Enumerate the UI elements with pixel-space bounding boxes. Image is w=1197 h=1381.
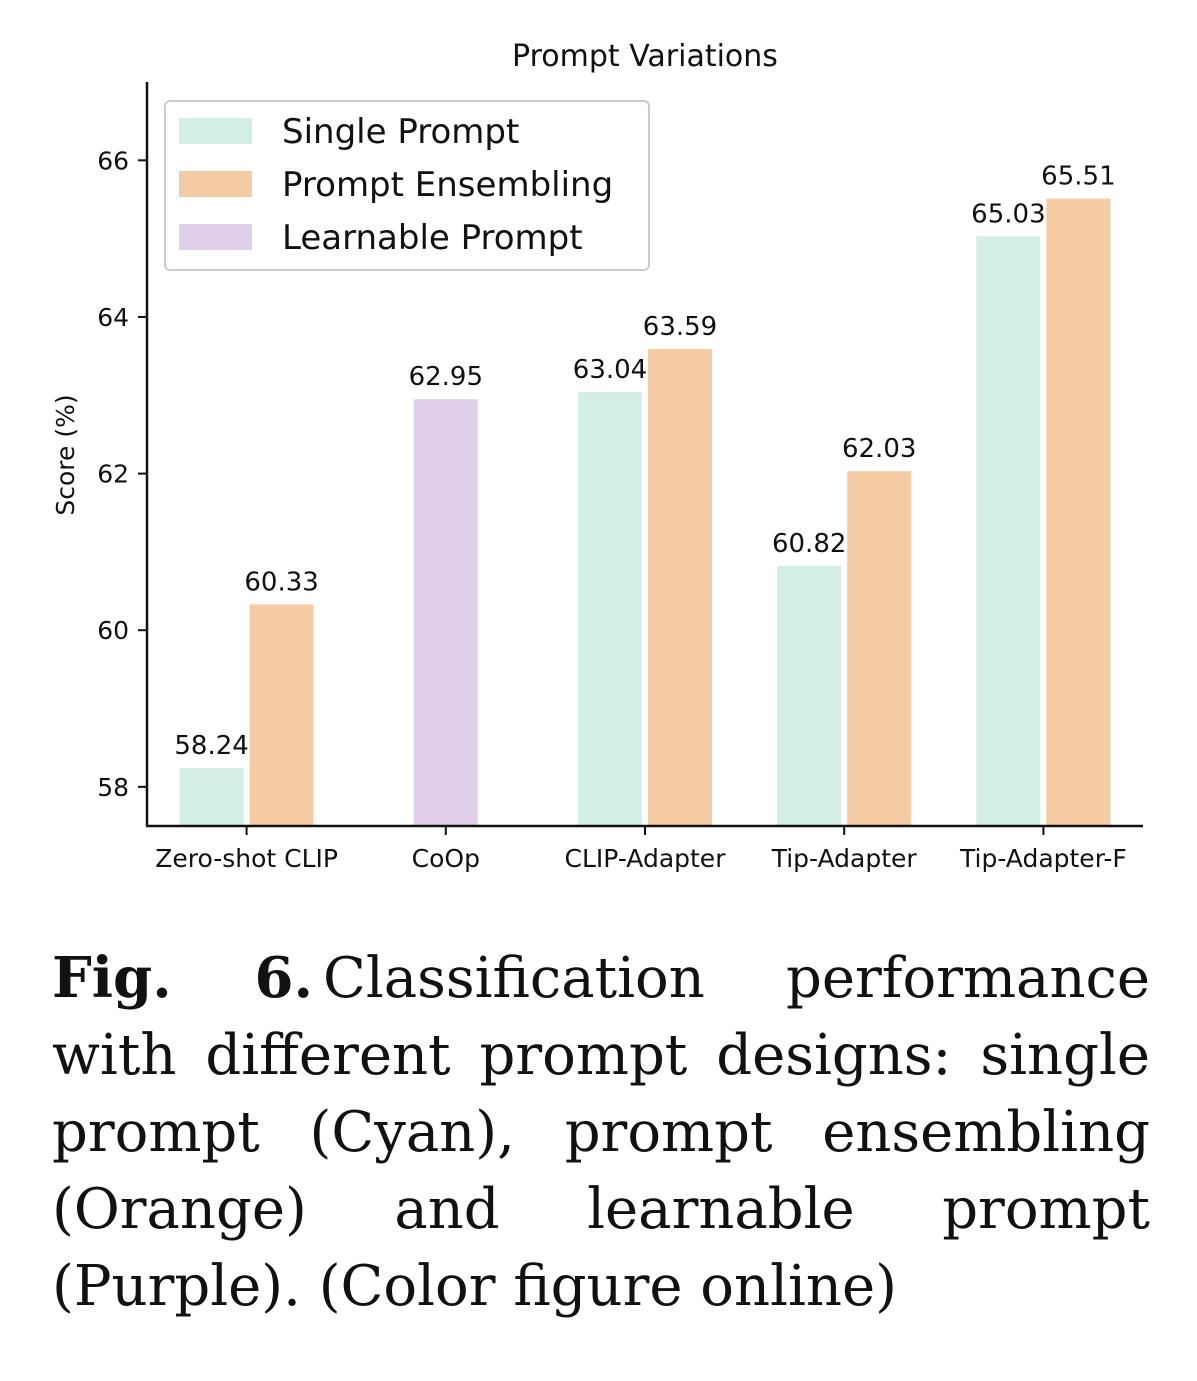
legend-frame: [164, 100, 650, 271]
bar-single-prompt-3: [777, 565, 842, 826]
value-label-prompt-ensembling-3: 62.03: [842, 434, 916, 464]
y-axis-label: Score (%): [51, 394, 80, 515]
value-label-single-prompt-4: 65.03: [971, 199, 1045, 229]
legend-label-0: Single Prompt: [282, 112, 519, 152]
y-axis: 58 60 62 64 66: [97, 82, 149, 827]
bar-prompt-ensembling-0: [249, 604, 314, 826]
y-tick-label-60: 60: [97, 616, 129, 645]
value-label-prompt-ensembling-0: 60.33: [244, 567, 318, 597]
y-tick-label-62: 62: [97, 460, 129, 489]
legend-swatch-0: [179, 118, 252, 144]
value-labels-group: 58.24 60.33 62.95 63.04 63.59 60.82 62.03 65.03…: [174, 162, 1115, 761]
caption-label: Fig. 6.: [52, 945, 313, 1011]
y-tick-label-58: 58: [97, 773, 129, 802]
legend-label-1: Prompt Ensembling: [282, 165, 613, 205]
legend: Single Prompt Prompt Ensembling Learnable …: [164, 100, 650, 271]
bar-prompt-ensembling-4: [1046, 198, 1111, 826]
chart-title: Prompt Variations: [512, 39, 778, 74]
legend-swatch-1: [179, 171, 252, 197]
bars-group: [179, 198, 1111, 826]
legend-swatch-2: [179, 224, 252, 250]
bar-single-prompt-2: [578, 392, 642, 826]
bar-prompt-ensembling-3: [847, 471, 912, 826]
bar-prompt-ensembling-2: [648, 349, 712, 826]
value-label-learnable-prompt-1: 62.95: [409, 362, 483, 392]
x-tick-label-2: CLIP-Adapter: [565, 844, 727, 873]
value-label-prompt-ensembling-4: 65.51: [1041, 162, 1115, 192]
bar-learnable-prompt-1: [413, 399, 478, 826]
x-tick-label-0: Zero-shot CLIP: [155, 844, 338, 873]
value-label-prompt-ensembling-2: 63.59: [643, 312, 717, 342]
value-label-single-prompt-3: 60.82: [772, 529, 846, 559]
bar-single-prompt-0: [179, 768, 244, 826]
y-tick-label-66: 66: [97, 146, 129, 175]
bar-single-prompt-4: [976, 236, 1041, 826]
y-tick-label-64: 64: [97, 303, 129, 332]
x-tick-label-3: Tip-Adapter: [771, 844, 918, 873]
caption-text: Classification performance with differen…: [52, 946, 1151, 1319]
x-tick-label-4: Tip-Adapter-F: [959, 844, 1127, 873]
figure-caption: Fig. 6. Classification performance with d…: [52, 940, 1150, 1325]
bar-chart: Prompt Variations Score (%) 58.24 60.33 62…: [51, 39, 1143, 873]
value-label-single-prompt-0: 58.24: [174, 731, 248, 761]
x-tick-label-1: CoOp: [412, 844, 480, 873]
value-label-single-prompt-2: 63.04: [573, 355, 647, 385]
legend-label-2: Learnable Prompt: [282, 218, 583, 258]
chart-figure: Prompt Variations Score (%) 58.24 60.33 62…: [51, 39, 1143, 873]
x-axis: Zero-shot CLIP CoOp CLIP-Adapter Tip-Adapte…: [146, 824, 1143, 873]
